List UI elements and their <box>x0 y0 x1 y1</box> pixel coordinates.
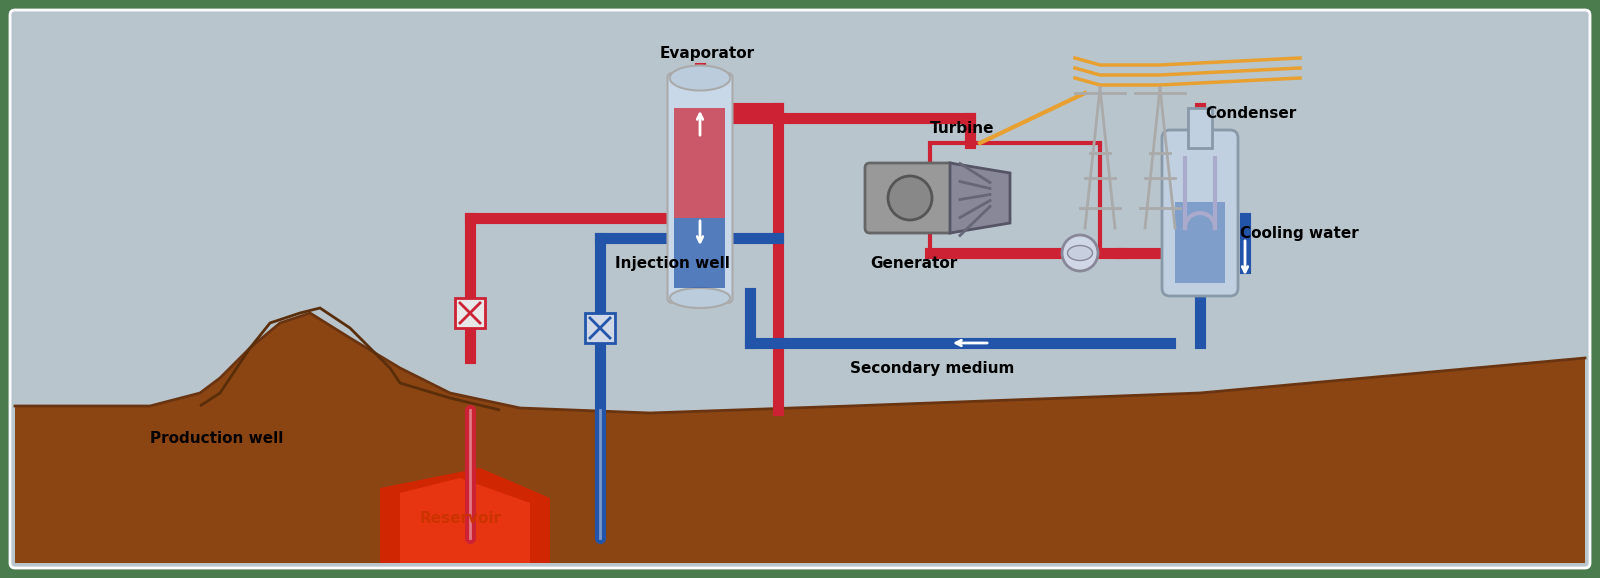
FancyBboxPatch shape <box>675 218 725 288</box>
Text: Secondary medium: Secondary medium <box>850 361 1014 376</box>
Circle shape <box>888 176 931 220</box>
FancyBboxPatch shape <box>866 163 955 233</box>
Text: Generator: Generator <box>870 256 957 271</box>
FancyBboxPatch shape <box>10 10 1590 568</box>
Ellipse shape <box>670 65 730 91</box>
Polygon shape <box>381 468 550 563</box>
Text: Production well: Production well <box>150 431 283 446</box>
FancyBboxPatch shape <box>586 313 614 343</box>
Text: Evaporator: Evaporator <box>661 46 755 61</box>
FancyBboxPatch shape <box>454 298 485 328</box>
Polygon shape <box>950 163 1010 233</box>
Text: Injection well: Injection well <box>614 256 730 271</box>
Circle shape <box>1062 235 1098 271</box>
FancyBboxPatch shape <box>667 73 733 303</box>
Text: Reservoir: Reservoir <box>419 511 502 526</box>
FancyBboxPatch shape <box>1162 130 1238 296</box>
Text: Cooling water: Cooling water <box>1240 226 1358 241</box>
FancyBboxPatch shape <box>1174 202 1226 283</box>
FancyBboxPatch shape <box>675 108 725 218</box>
Text: Turbine: Turbine <box>930 121 995 136</box>
Ellipse shape <box>1067 246 1093 261</box>
FancyBboxPatch shape <box>1187 108 1213 148</box>
Text: Condenser: Condenser <box>1205 106 1296 121</box>
Polygon shape <box>14 313 1586 563</box>
Polygon shape <box>400 478 530 563</box>
Ellipse shape <box>670 288 730 308</box>
